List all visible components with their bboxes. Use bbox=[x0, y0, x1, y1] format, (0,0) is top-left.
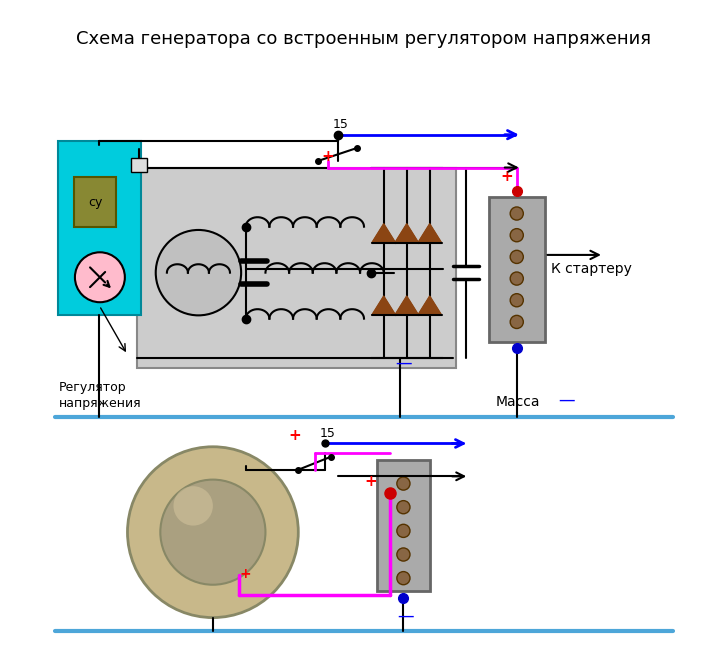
Circle shape bbox=[510, 229, 523, 242]
Polygon shape bbox=[372, 224, 395, 242]
Text: +: + bbox=[364, 474, 377, 489]
Text: —: — bbox=[397, 607, 414, 625]
Circle shape bbox=[173, 486, 213, 526]
Circle shape bbox=[397, 501, 410, 514]
Text: +: + bbox=[321, 149, 334, 164]
Text: 15: 15 bbox=[320, 427, 336, 440]
Circle shape bbox=[510, 272, 523, 285]
Text: Схема генератора со встроенным регулятором напряжения: Схема генератора со встроенным регулятор… bbox=[76, 30, 652, 47]
FancyBboxPatch shape bbox=[488, 197, 545, 342]
Text: +: + bbox=[240, 567, 250, 581]
Circle shape bbox=[510, 315, 523, 328]
Circle shape bbox=[160, 480, 266, 585]
Circle shape bbox=[397, 524, 410, 537]
FancyBboxPatch shape bbox=[377, 460, 430, 591]
Text: 15: 15 bbox=[333, 118, 349, 131]
FancyBboxPatch shape bbox=[58, 141, 141, 315]
Circle shape bbox=[127, 447, 298, 618]
FancyBboxPatch shape bbox=[138, 168, 456, 368]
Circle shape bbox=[510, 207, 523, 220]
Text: Масса: Масса bbox=[495, 395, 540, 409]
Polygon shape bbox=[418, 296, 441, 315]
FancyBboxPatch shape bbox=[74, 177, 116, 227]
Text: су: су bbox=[88, 196, 102, 208]
Circle shape bbox=[397, 548, 410, 561]
Circle shape bbox=[75, 252, 125, 302]
Circle shape bbox=[510, 294, 523, 307]
Circle shape bbox=[397, 572, 410, 585]
Text: +: + bbox=[288, 428, 301, 443]
Polygon shape bbox=[395, 296, 419, 315]
Text: напряжения: напряжения bbox=[58, 397, 141, 411]
Text: —: — bbox=[558, 391, 574, 409]
Circle shape bbox=[156, 230, 241, 315]
FancyBboxPatch shape bbox=[132, 158, 147, 172]
Text: +: + bbox=[500, 169, 513, 184]
Polygon shape bbox=[395, 224, 419, 242]
Text: —: — bbox=[395, 354, 412, 372]
Polygon shape bbox=[372, 296, 395, 315]
Polygon shape bbox=[418, 224, 441, 242]
Circle shape bbox=[397, 477, 410, 490]
Text: Регулятор: Регулятор bbox=[58, 381, 126, 394]
Text: К стартеру: К стартеру bbox=[551, 262, 632, 277]
Circle shape bbox=[510, 250, 523, 263]
